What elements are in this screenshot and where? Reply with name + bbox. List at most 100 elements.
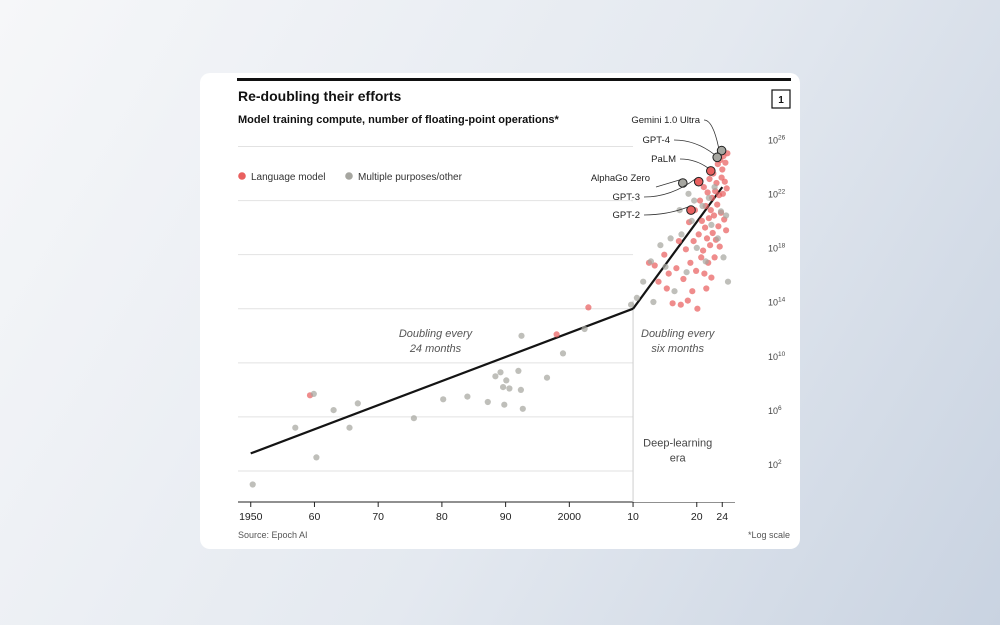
language-point-34 <box>704 189 711 196</box>
other-point-44 <box>708 221 715 228</box>
other-point-18 <box>517 386 524 393</box>
other-point-7 <box>410 415 417 422</box>
other-point-21 <box>543 374 551 381</box>
language-point-39 <box>707 207 714 214</box>
other-point-22 <box>559 350 567 357</box>
language-point-29 <box>701 270 708 277</box>
x-tick-label-1960: 60 <box>309 511 321 523</box>
y-tick-label-22: 1022 <box>768 189 786 200</box>
language-point-22 <box>694 305 701 312</box>
language-point-4 <box>651 262 658 269</box>
language-point-25 <box>698 254 705 261</box>
language-point-26 <box>698 217 705 224</box>
other-point-23 <box>581 325 588 333</box>
legend-swatch-other <box>345 172 353 180</box>
model-label-gpt-2: GPT-2 <box>613 210 640 221</box>
other-point-43 <box>705 194 712 201</box>
other-point-27 <box>647 258 654 265</box>
other-point-1 <box>292 424 299 431</box>
language-point-30 <box>702 224 709 231</box>
x-tick-label-2000: 2000 <box>558 511 582 523</box>
other-point-31 <box>667 235 674 242</box>
x-tick-label-2024: 24 <box>716 511 728 523</box>
language-point-8 <box>665 270 672 277</box>
annotation-0-line-0: Doubling every <box>399 328 474 340</box>
model-label-gpt-4: GPT-4 <box>643 135 670 146</box>
y-tick-label-18: 1018 <box>768 243 786 254</box>
legend-label-language: Language model <box>251 172 326 183</box>
other-point-6 <box>354 400 361 407</box>
other-point-34 <box>678 231 685 238</box>
language-point-44 <box>710 212 718 219</box>
language-point-14 <box>682 246 689 253</box>
data-points <box>249 150 732 488</box>
x-tick-label-2020: 20 <box>691 511 703 523</box>
language-point-36 <box>705 215 712 222</box>
other-point-16 <box>506 385 513 392</box>
language-point-1 <box>553 331 560 338</box>
other-point-46 <box>714 235 721 242</box>
chart-title: Re-doubling their efforts <box>238 88 402 104</box>
language-point-27 <box>700 247 707 254</box>
chart-card: Re-doubling their efforts Model training… <box>200 73 800 549</box>
x-tick-label-2010: 10 <box>627 511 639 523</box>
annotation-2-line-1: era <box>670 453 687 465</box>
other-point-5 <box>346 424 353 431</box>
x-tick-label-1950: 1950 <box>239 511 263 523</box>
language-point-63 <box>723 227 730 234</box>
other-point-25 <box>633 294 640 301</box>
other-point-32 <box>671 288 678 295</box>
y-tick-label-6: 106 <box>768 405 782 416</box>
language-point-19 <box>690 238 697 245</box>
other-point-12 <box>497 369 504 376</box>
language-point-45 <box>711 254 718 261</box>
model-marker-gpt-4 <box>712 152 723 163</box>
model-marker-gemini-1-0-ultra <box>716 145 727 156</box>
other-point-45 <box>711 184 718 191</box>
leader-gemini-1-0-ultra <box>703 119 720 148</box>
leader-alphago-zero <box>655 178 683 188</box>
other-point-38 <box>691 197 698 204</box>
language-point-33 <box>703 235 711 242</box>
model-label-palm: PaLM <box>651 154 676 165</box>
language-point-5 <box>655 278 662 285</box>
x-tick-label-1990: 90 <box>500 511 512 523</box>
source-note: Source: Epoch AI <box>238 530 308 540</box>
chart-number-box <box>771 89 791 109</box>
other-point-37 <box>688 217 695 224</box>
language-point-10 <box>673 265 680 272</box>
language-point-62 <box>722 159 729 166</box>
model-marker-palm <box>706 166 716 176</box>
model-label-alphago-zero: AlphaGo Zero <box>591 173 650 184</box>
other-point-0 <box>249 481 256 488</box>
language-point-53 <box>716 243 723 250</box>
y-tick-label-2: 102 <box>768 459 782 470</box>
other-point-9 <box>464 393 471 400</box>
language-point-37 <box>706 175 713 183</box>
language-point-2 <box>585 304 592 311</box>
x-tick-label-1980: 80 <box>436 511 448 523</box>
language-point-9 <box>669 300 676 307</box>
language-point-61 <box>721 178 728 185</box>
model-marker-alphago-zero <box>678 178 688 188</box>
other-point-4 <box>330 407 337 414</box>
other-point-42 <box>702 258 709 265</box>
other-point-47 <box>717 208 725 215</box>
language-point-57 <box>719 166 726 173</box>
other-point-24 <box>628 301 635 308</box>
language-point-11 <box>675 238 682 245</box>
language-point-32 <box>703 285 710 292</box>
trend-doubling-every-24-months <box>250 307 634 455</box>
model-marker-gpt-2 <box>686 205 696 215</box>
other-point-36 <box>685 190 692 197</box>
other-point-13 <box>500 384 507 391</box>
leader-gpt-4 <box>673 139 715 155</box>
model-marker-gpt-3 <box>693 176 704 187</box>
other-point-8 <box>440 396 447 403</box>
annotation-0-line-1: 24 months <box>409 343 462 355</box>
language-point-6 <box>661 251 668 258</box>
other-point-35 <box>683 269 690 276</box>
language-point-40 <box>708 274 715 281</box>
other-point-17 <box>515 367 522 374</box>
legend-label-other: Multiple purposes/other <box>358 172 463 183</box>
